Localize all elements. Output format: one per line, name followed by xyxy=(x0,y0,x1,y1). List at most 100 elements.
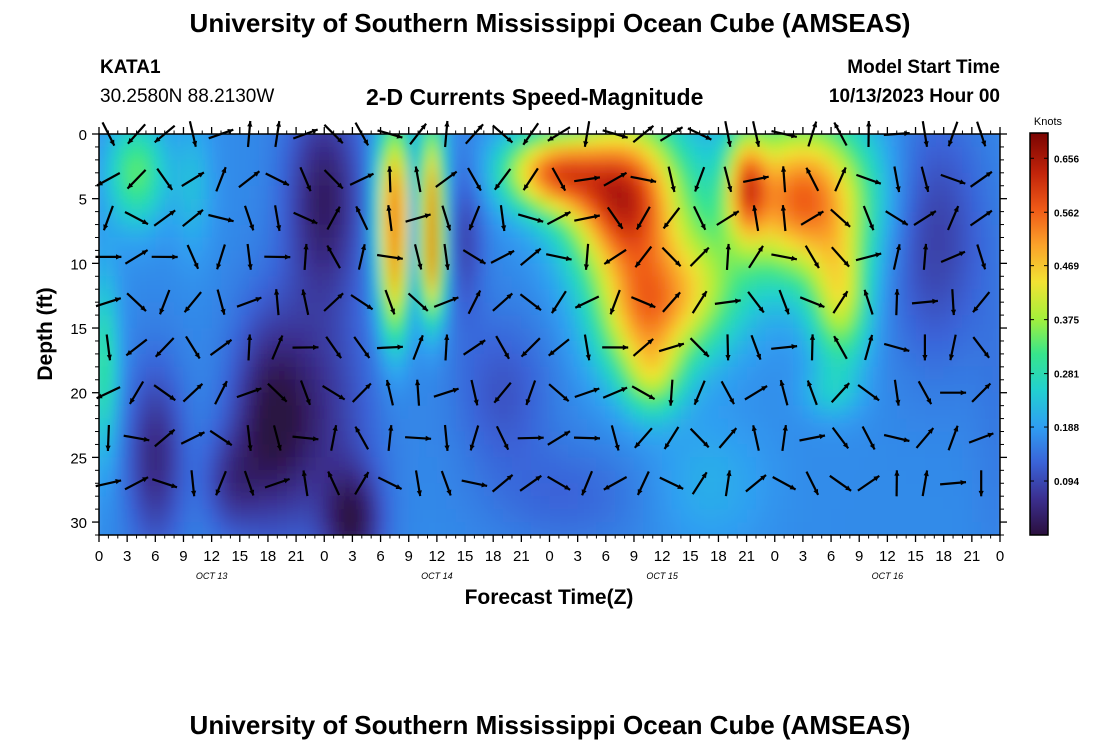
current-vector-arrow xyxy=(971,382,992,403)
current-vector-arrow xyxy=(461,479,488,488)
x-tick-label: 15 xyxy=(231,548,248,565)
x-tick-label: 18 xyxy=(485,548,502,565)
current-vector-arrow xyxy=(667,166,676,193)
current-vector-arrow xyxy=(180,431,205,445)
current-vector-arrow xyxy=(124,476,149,491)
x-tick-label: 18 xyxy=(710,548,727,565)
current-vector-arrow xyxy=(387,166,393,193)
current-vector-arrow xyxy=(216,244,226,270)
current-vector-arrow xyxy=(156,167,174,191)
current-vector-arrow xyxy=(883,433,910,443)
current-vector-arrow xyxy=(351,382,372,403)
current-vector-arrow xyxy=(747,291,765,314)
current-vector-arrow xyxy=(105,424,111,452)
x-tick-label: 6 xyxy=(602,548,610,565)
current-vector-arrow xyxy=(831,426,850,450)
current-vector-arrow xyxy=(922,334,928,361)
current-vector-arrow xyxy=(630,175,657,184)
current-vector-arrow xyxy=(752,205,760,232)
current-vector-arrow xyxy=(208,213,234,223)
current-vector-arrow xyxy=(772,476,797,491)
current-vector-arrow xyxy=(551,167,567,192)
current-vector-arrow xyxy=(583,243,590,270)
current-vector-arrow xyxy=(353,336,371,359)
current-vector-arrow xyxy=(885,210,909,226)
current-vector-arrow xyxy=(658,342,685,353)
x-tick-label: 21 xyxy=(964,548,981,565)
x-tick-label: 9 xyxy=(405,548,413,565)
current-vector-arrow xyxy=(327,471,341,496)
day-label: OCT 15 xyxy=(646,571,679,581)
current-vector-arrow xyxy=(720,380,735,405)
current-vector-arrow xyxy=(714,298,741,305)
current-vector-arrow xyxy=(126,169,147,190)
x-tick-label: 12 xyxy=(654,548,671,565)
colorbar-scale xyxy=(1029,132,1049,536)
current-vector-arrow xyxy=(742,175,769,183)
footer-title: University of Southern Mississippi Ocean… xyxy=(189,710,911,740)
colorbar-tick-label: 0.094 xyxy=(1054,477,1079,488)
current-vector-arrow xyxy=(724,470,732,497)
day-label: OCT 14 xyxy=(421,571,453,581)
x-tick-label: 6 xyxy=(376,548,384,565)
current-vector-arrow xyxy=(154,428,176,448)
x-tick-label: 0 xyxy=(545,548,553,565)
current-vector-arrow xyxy=(574,175,601,183)
current-vector-arrow xyxy=(517,213,544,223)
current-vector-arrow xyxy=(781,166,787,193)
current-vector-arrow xyxy=(209,429,233,447)
current-vector-arrow xyxy=(922,243,929,270)
current-vector-arrow xyxy=(469,425,480,451)
current-vector-arrow xyxy=(520,337,541,358)
current-vector-arrow xyxy=(124,249,149,265)
current-vector-arrow xyxy=(265,172,290,187)
x-tick-label: 15 xyxy=(907,548,924,565)
current-vector-arrow xyxy=(243,470,255,496)
current-vector-arrow xyxy=(124,211,149,226)
current-vector-arrow xyxy=(246,334,253,361)
current-vector-arrow xyxy=(574,387,600,399)
current-vector-arrow xyxy=(911,298,939,305)
current-vector-arrow xyxy=(490,249,515,264)
current-vector-arrow xyxy=(517,435,544,441)
current-vector-arrow xyxy=(153,209,176,227)
current-vector-arrow xyxy=(830,246,850,268)
current-vector-arrow xyxy=(246,243,253,270)
current-vector-arrow xyxy=(548,383,570,403)
current-vector-arrow xyxy=(830,208,851,228)
current-vector-arrow xyxy=(602,386,628,399)
current-vector-arrow xyxy=(804,245,820,269)
current-vector-arrow xyxy=(384,289,396,315)
current-vector-arrow xyxy=(893,166,901,193)
current-vector-arrow xyxy=(354,471,370,495)
current-vector-arrow xyxy=(243,205,255,231)
current-vector-arrow xyxy=(441,205,452,231)
current-vector-arrow xyxy=(467,290,482,315)
current-vector-arrow xyxy=(264,254,291,260)
current-vector-arrow xyxy=(603,476,628,491)
current-vector-arrow xyxy=(921,470,929,497)
x-tick-label: 3 xyxy=(573,548,581,565)
current-vector-arrow xyxy=(693,205,707,231)
current-vector-arrow xyxy=(771,253,798,261)
current-vector-arrow xyxy=(834,166,847,192)
current-vector-arrow xyxy=(830,382,851,404)
current-vector-arrow xyxy=(662,291,681,313)
current-vector-arrow xyxy=(574,295,600,309)
current-vector-arrow xyxy=(387,424,394,452)
x-tick-label: 3 xyxy=(348,548,356,565)
current-vector-arrow xyxy=(809,334,816,361)
current-vector-arrow xyxy=(748,245,764,269)
current-vector-arrow xyxy=(330,424,338,451)
current-vector-arrow xyxy=(940,390,967,396)
x-tick-label: 6 xyxy=(151,548,159,565)
x-tick-label: 12 xyxy=(879,548,896,565)
current-vector-arrow xyxy=(863,289,874,315)
colorbar-tick-label: 0.375 xyxy=(1054,316,1079,327)
current-vector-arrow xyxy=(522,167,539,191)
current-vector-arrow xyxy=(216,289,226,315)
current-vector-arrow xyxy=(603,171,628,187)
x-tick-label: 21 xyxy=(738,548,755,565)
current-vector-arrow xyxy=(583,334,591,361)
